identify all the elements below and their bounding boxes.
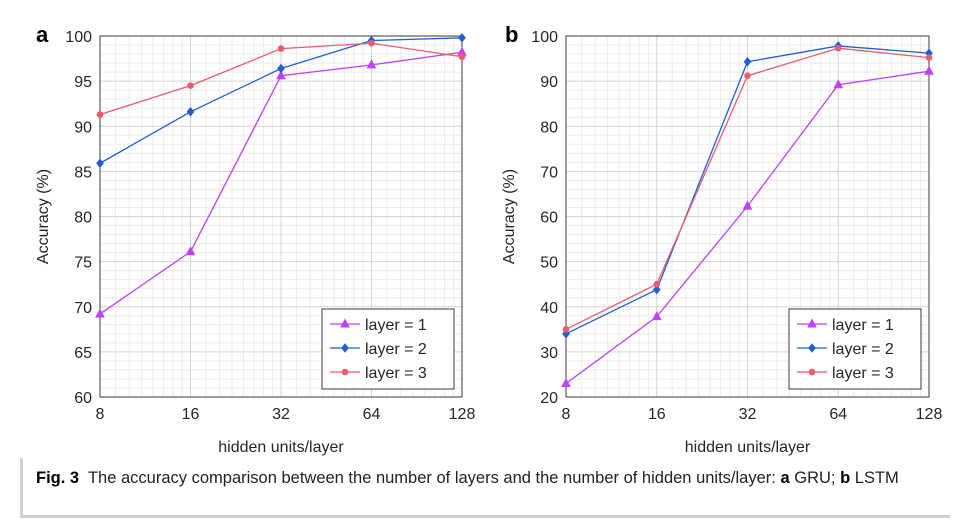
chart-panel-a: 8 16 32 64 128 60 65 70 75 80 85 90 95 100 hidden unit… [35, 22, 475, 456]
y-tick-label: 80 [74, 210, 92, 227]
series-3 [96, 39, 466, 118]
legend-marker [340, 318, 350, 328]
legend-entry: layer = 3 [832, 365, 894, 382]
x-tick-label: 32 [272, 406, 290, 423]
panel-label: b [505, 22, 518, 47]
caption-b-text: LSTM [854, 469, 899, 487]
series-1 [561, 65, 934, 387]
legend-entry: layer = 1 [832, 317, 894, 334]
data-point [925, 54, 933, 61]
chart-panel-b: 8 16 32 64 128 20 30 40 50 60 70 80 90 100 hidden unit… [501, 22, 942, 456]
y-axis-label: Accuracy (%) [35, 169, 52, 264]
series-1 [95, 46, 467, 318]
x-tick-label: 64 [363, 406, 381, 423]
data-point [744, 72, 751, 80]
data-point [458, 53, 466, 61]
x-tick-label: 64 [829, 406, 847, 423]
data-point [96, 158, 104, 169]
data-point [186, 107, 195, 117]
caption-b-label: b [840, 469, 851, 487]
data-point [277, 63, 285, 74]
legend-entry: layer = 1 [365, 317, 427, 334]
x-tick-label: 128 [449, 406, 476, 423]
data-point [366, 59, 377, 69]
plot-frame [99, 35, 463, 398]
y-tick-label: 65 [74, 345, 92, 362]
x-tick-label: 16 [182, 406, 200, 423]
caption-a-label: a [780, 469, 790, 487]
y-tick-label: 40 [540, 300, 558, 317]
legend: layer = 1 layer = 2 layer = 3 [321, 308, 455, 390]
x-tick-label: 8 [562, 406, 571, 423]
data-point [833, 79, 844, 89]
legend-marker [341, 343, 349, 353]
data-point [743, 56, 752, 67]
legend-marker [341, 368, 349, 376]
legend-marker [807, 318, 817, 328]
y-tick-label: 85 [74, 164, 92, 181]
data-point [834, 44, 842, 52]
panel-label: a [36, 22, 49, 47]
y-tick-label: 30 [540, 345, 558, 362]
legend-entry: layer = 2 [832, 341, 894, 358]
data-point [187, 82, 194, 89]
x-tick-label: 128 [916, 406, 943, 423]
data-point [561, 377, 571, 387]
figure-chart-area: 8 16 32 64 128 60 65 70 75 80 85 90 95 100 hidden unit… [35, 22, 942, 456]
x-tick-label: 32 [739, 406, 757, 423]
y-tick-label: 20 [540, 390, 558, 407]
figure-caption: Fig. 3 The accuracy comparison between t… [36, 467, 941, 489]
legend-marker [808, 343, 816, 353]
plot-frame [565, 35, 930, 398]
y-tick-label: 75 [74, 255, 92, 272]
x-axis-label: hidden units/layer [685, 439, 811, 456]
data-point [651, 311, 662, 321]
y-tick-label: 50 [540, 255, 558, 272]
caption-rule [20, 458, 950, 518]
legend-marker [808, 368, 816, 376]
y-tick-label: 60 [74, 390, 92, 407]
data-point [277, 45, 285, 52]
y-axis-label: Accuracy (%) [501, 169, 518, 264]
y-tick-label: 90 [540, 74, 558, 91]
y-tick-label: 95 [74, 74, 92, 91]
y-tick-label: 100 [65, 29, 92, 46]
y-tick-label: 100 [531, 29, 558, 46]
y-tick-label: 70 [74, 300, 92, 317]
data-point [652, 284, 661, 295]
series-3 [562, 44, 933, 333]
data-point [562, 326, 570, 333]
caption-text: The accuracy comparison between the numb… [87, 469, 776, 487]
data-point [458, 33, 466, 43]
major-grid [565, 35, 930, 398]
legend: layer = 1 layer = 2 layer = 3 [788, 308, 922, 390]
data-point [368, 39, 375, 47]
x-tick-label: 8 [96, 406, 105, 423]
data-point [276, 70, 286, 80]
y-tick-label: 90 [74, 119, 92, 136]
caption-a-text: GRU; [794, 469, 836, 487]
x-tick-label: 16 [648, 406, 666, 423]
legend-entry: layer = 3 [365, 365, 427, 382]
legend-entry: layer = 2 [365, 341, 427, 358]
data-point [95, 308, 105, 318]
x-axis-label: hidden units/layer [218, 439, 344, 456]
data-point [924, 65, 934, 75]
y-tick-label: 60 [540, 210, 558, 227]
data-point [96, 111, 104, 118]
y-tick-label: 80 [540, 119, 558, 136]
caption-fig-label: Fig. 3 [36, 469, 80, 487]
data-point [742, 200, 753, 210]
data-point [653, 280, 661, 288]
y-tick-label: 70 [540, 164, 558, 181]
data-point [185, 246, 196, 256]
